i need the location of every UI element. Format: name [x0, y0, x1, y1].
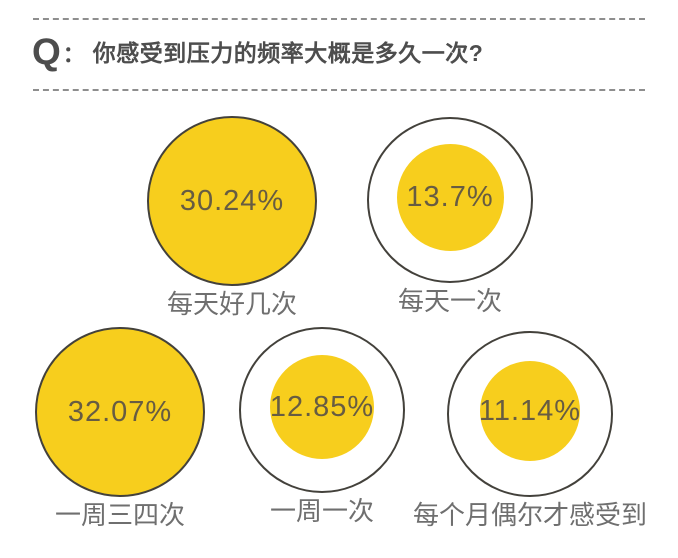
bubble-value: 12.85% [269, 390, 375, 423]
question-colon: ： [62, 42, 85, 68]
bubble-inner-circle: 30.24% [149, 118, 315, 284]
bubble-circle: 11.14% [447, 331, 613, 497]
bubble-label: 每个月偶尔才感受到 [412, 500, 648, 530]
bubble-once-a-week: 12.85% 一周一次 [239, 327, 405, 524]
dashed-divider-top [33, 18, 645, 20]
question-text: 你感受到压力的频率大概是多久一次? [92, 40, 484, 67]
bubble-value: 32.07% [67, 395, 173, 428]
question-prefix: Q [32, 31, 61, 72]
bubble-inner-circle: 12.85% [270, 355, 374, 459]
bubble-value: 13.7% [406, 180, 494, 213]
bubble-label: 一周一次 [269, 496, 375, 526]
bubble-circle: 12.85% [239, 327, 405, 493]
bubble-inner-circle: 13.7% [396, 143, 504, 251]
bubble-inner-circle: 32.07% [37, 329, 203, 495]
bubble-inner-circle: 11.14% [478, 361, 582, 461]
bubble-value: 11.14% [478, 394, 582, 427]
question-header: Q ： 你感受到压力的频率大概是多久一次? [32, 31, 484, 72]
bubble-three-four-times-a-week: 32.07% 一周三四次 [35, 327, 205, 528]
bubble-circle: 30.24% [147, 116, 317, 286]
bubble-value: 30.24% [179, 184, 285, 217]
bubble-daily-several-times: 30.24% 每天好几次 [147, 116, 317, 317]
bubble-occasionally-each-month: 11.14% 每个月偶尔才感受到 [413, 331, 647, 528]
bubble-circle: 32.07% [35, 327, 205, 497]
bubble-once-a-day: 13.7% 每天一次 [367, 117, 533, 314]
bubble-label: 一周三四次 [54, 500, 186, 530]
bubble-label: 每天好几次 [166, 289, 298, 319]
bubble-label: 每天一次 [397, 286, 503, 316]
bubble-circle: 13.7% [367, 117, 533, 283]
dashed-divider-middle [33, 89, 645, 91]
